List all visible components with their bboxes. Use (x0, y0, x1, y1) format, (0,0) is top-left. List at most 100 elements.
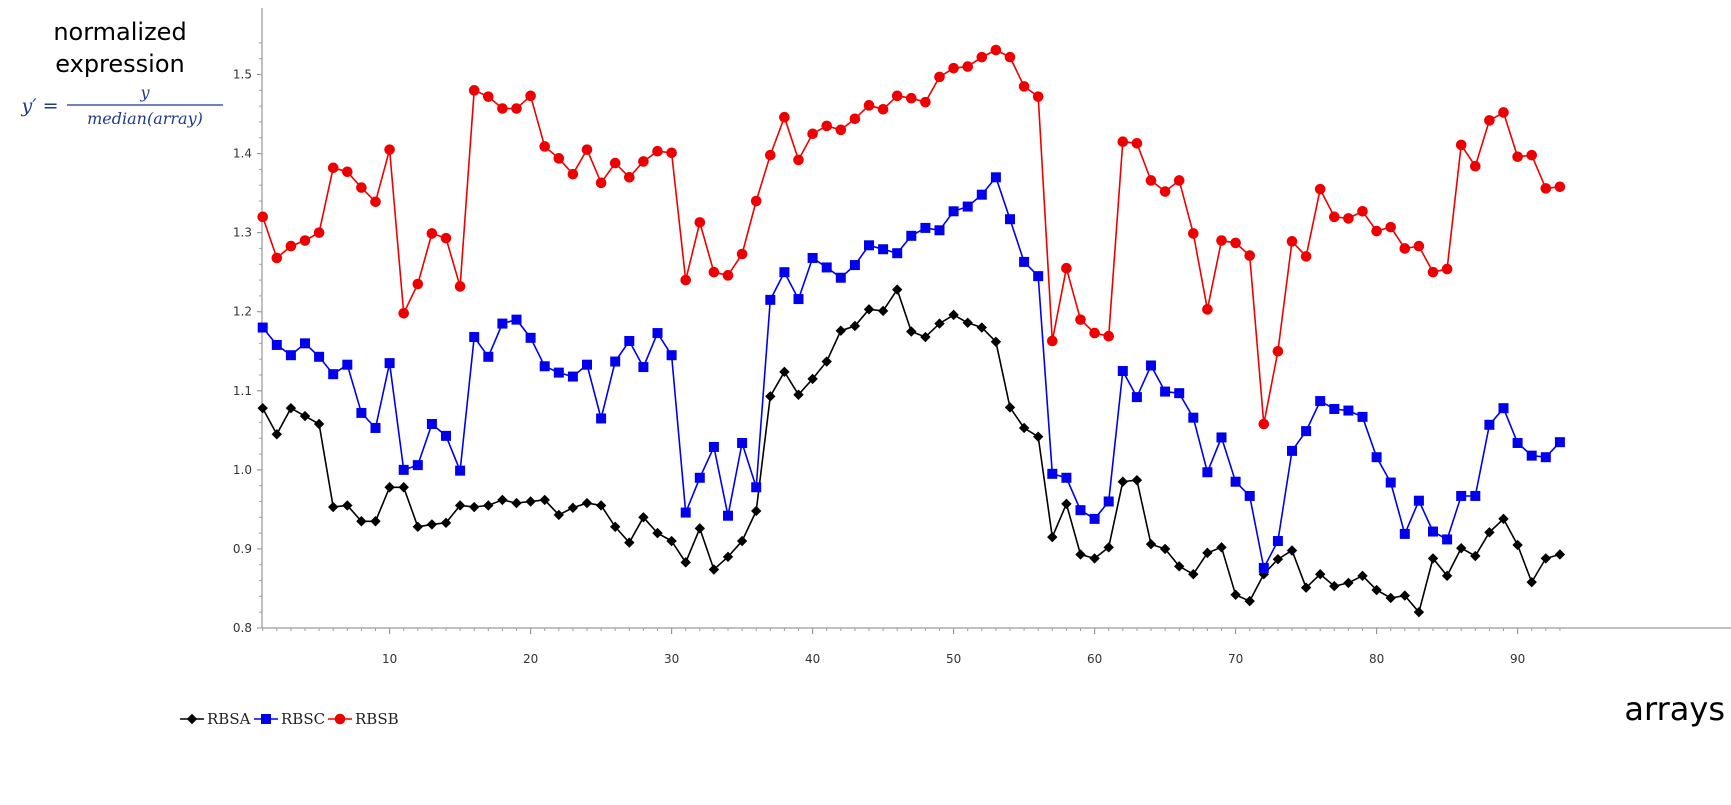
data-point-rbsa (1216, 542, 1227, 553)
data-point-rbsb (539, 141, 551, 152)
data-point-rbsb (595, 177, 607, 189)
data-point-rbsa (849, 320, 861, 332)
data-point-rbsa (553, 509, 565, 521)
data-point-rbsc (398, 464, 409, 475)
y-tick-label: 1.0 (233, 463, 252, 477)
data-point-rbsb (835, 124, 847, 136)
data-point-rbsa (1033, 431, 1044, 442)
data-point-rbsc (892, 248, 903, 259)
series-layer (257, 44, 1566, 618)
data-point-rbsa (384, 482, 395, 493)
data-point-rbsa (1329, 580, 1340, 592)
data-point-rbsb (412, 278, 424, 290)
x-axis-ticks: 10 20 30 40 50 60 70 80 90 (262, 628, 1561, 666)
data-point-rbsa (1385, 592, 1396, 604)
data-point-rbsb (1032, 91, 1044, 102)
data-point-rbsc (1061, 472, 1072, 483)
data-point-rbsc (849, 260, 860, 271)
data-point-rbsc (1540, 452, 1551, 463)
data-point-rbsa (1441, 570, 1453, 582)
data-point-rbsb (327, 162, 339, 174)
data-point-rbsa (1131, 474, 1143, 486)
data-point-rbsb (1441, 263, 1453, 275)
legend-item-rbsb: RBSB (328, 710, 399, 728)
data-point-rbsc (906, 230, 917, 241)
data-point-rbsa (257, 402, 268, 414)
data-point-rbsb (497, 103, 508, 114)
data-point-rbsb (779, 111, 790, 123)
data-point-rbsc (779, 267, 790, 278)
data-point-rbsc (1554, 437, 1565, 448)
data-point-rbsb (877, 104, 889, 115)
data-point-rbsa (624, 537, 635, 548)
data-point-rbsb (581, 144, 593, 155)
data-point-rbsb (384, 144, 395, 155)
data-point-rbsc (1216, 432, 1227, 443)
data-point-rbsa (610, 521, 621, 532)
data-point-rbsa (1230, 589, 1241, 600)
y-axis-label-line-2: expression (55, 50, 184, 78)
data-point-rbsa (1427, 553, 1439, 564)
data-point-rbsc (976, 189, 987, 200)
data-point-rbsb (511, 103, 522, 114)
data-point-rbsa (440, 517, 452, 529)
data-point-rbsc (1202, 467, 1213, 478)
data-point-rbsb (1526, 149, 1538, 161)
y-tick-label: 1.3 (233, 226, 252, 240)
data-point-rbsb (1117, 136, 1129, 148)
data-point-rbsb (1103, 330, 1115, 342)
data-point-rbsc (666, 350, 677, 361)
data-point-rbsb (1300, 251, 1312, 262)
data-point-rbsc (920, 222, 931, 233)
data-point-rbsc (1174, 388, 1185, 399)
data-point-rbsb (1371, 225, 1382, 237)
data-point-rbsc (511, 314, 522, 325)
data-point-rbsa (863, 304, 875, 315)
data-point-rbsc (441, 430, 452, 441)
data-point-rbsb (1159, 186, 1171, 197)
data-point-rbsc (1343, 405, 1354, 416)
data-point-rbsa (412, 521, 424, 532)
legend-marker-rbsb (334, 713, 346, 725)
data-point-rbsa (906, 326, 917, 337)
data-point-rbsc (1019, 256, 1030, 267)
data-point-rbsa (454, 500, 466, 511)
data-point-rbsa (370, 516, 381, 527)
data-point-rbsb (426, 228, 438, 239)
data-point-rbsb (1427, 266, 1439, 278)
data-point-rbsc (934, 225, 945, 236)
data-point-rbsa (328, 501, 339, 513)
data-point-rbsb (468, 85, 480, 96)
data-point-rbsc (1301, 426, 1312, 437)
data-point-rbsc (610, 356, 621, 367)
data-point-rbsa (469, 501, 480, 513)
data-point-rbsc (821, 262, 832, 273)
data-point-rbsa (680, 557, 691, 568)
data-point-rbsc (1244, 490, 1255, 501)
data-point-rbsb (483, 91, 494, 102)
y-tick-label: 1.1 (233, 384, 252, 398)
data-point-rbsb (750, 195, 762, 207)
data-point-rbsa (666, 535, 677, 547)
data-point-rbsa (356, 516, 367, 527)
data-point-rbsb (1230, 237, 1241, 249)
data-point-rbsc (1428, 526, 1439, 537)
series-line-rbsa (261, 287, 1561, 614)
data-point-rbsb (257, 211, 269, 223)
data-point-rbsa (708, 564, 720, 575)
data-point-rbsc (835, 272, 846, 283)
data-point-rbsa (1343, 577, 1354, 589)
data-point-rbsa (1117, 476, 1129, 487)
y-tick-label: 1.4 (233, 147, 252, 161)
data-point-rbsb (299, 235, 311, 246)
data-point-rbsa (807, 373, 818, 385)
data-point-rbsa (920, 331, 931, 343)
data-point-rbsb (1061, 262, 1072, 274)
data-point-rbsa (638, 512, 649, 523)
data-point-rbsb (553, 153, 565, 164)
data-point-rbsa (1159, 543, 1171, 555)
legend-marker-rbsa (186, 713, 198, 725)
data-point-rbsa (779, 366, 790, 378)
x-tick-label: 40 (805, 652, 820, 666)
data-point-rbsc (1033, 271, 1044, 282)
